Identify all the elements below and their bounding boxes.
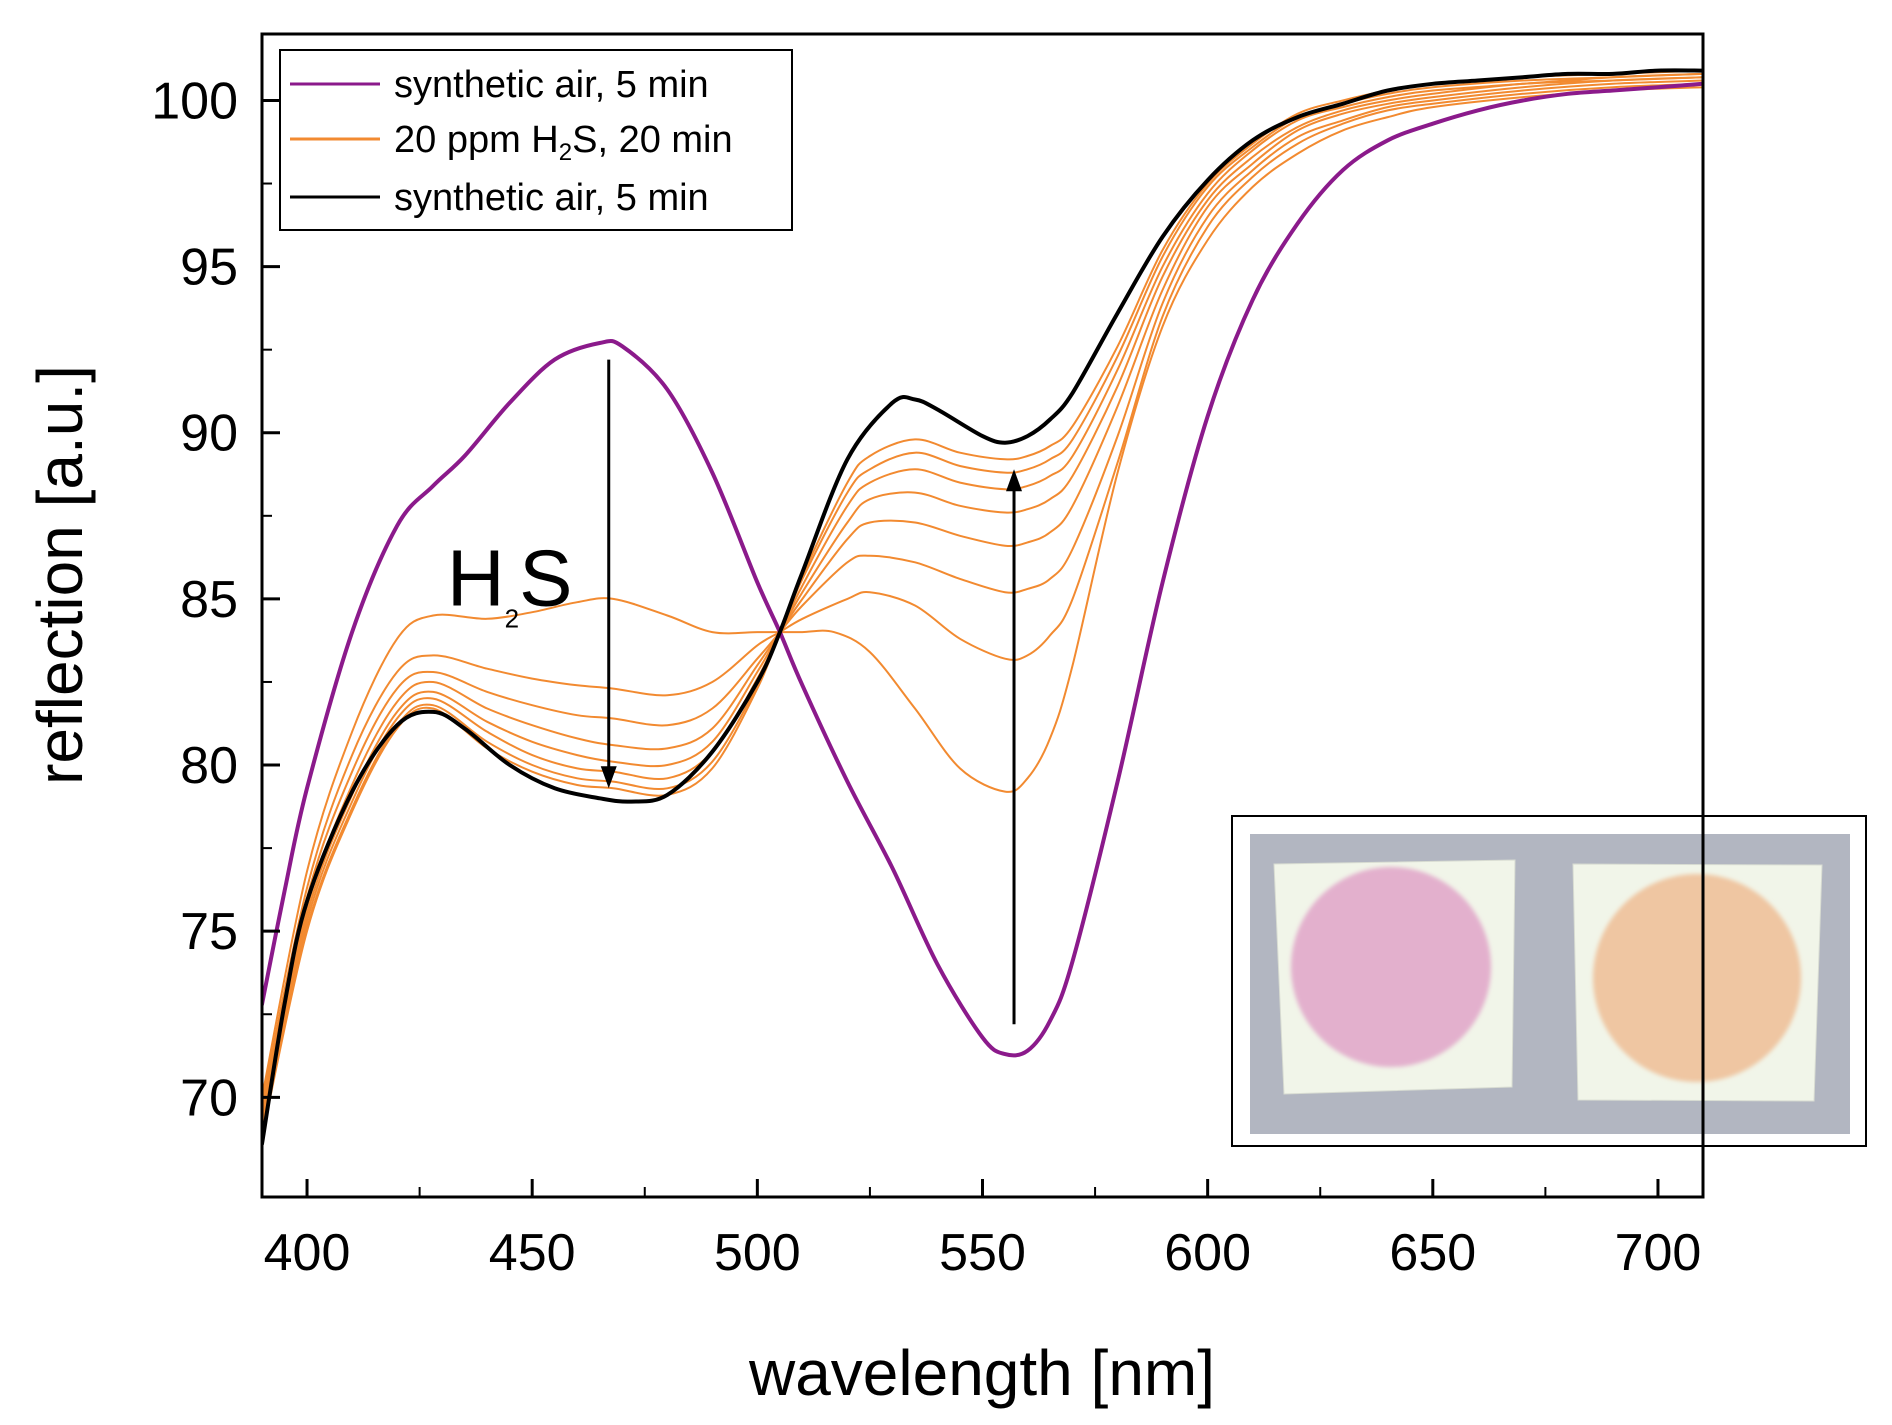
sensor-photo-inset [1231,815,1867,1147]
x-tick-label: 500 [714,1224,801,1282]
annotation-arrows [600,359,1023,1025]
x-tick-label: 600 [1164,1224,1251,1282]
y-tick-label: 70 [180,1069,238,1127]
series-line-9 [262,68,1703,1146]
series-line-2 [262,82,1703,1105]
legend-label-recovery-air: synthetic air, 5 min [394,177,709,219]
y-tick-label: 100 [151,72,238,130]
x-axis-title: wavelength [nm] [748,1337,1215,1409]
axis-ticks [262,98,1660,1197]
legend-label-h2s: 20 ppm H2S, 20 min [394,119,733,166]
arrow-head-up [1006,469,1023,492]
series-line-5 [262,76,1703,1125]
series-line-1 [262,86,1703,1099]
x-tick-label: 650 [1389,1224,1476,1282]
legend: synthetic air, 5 min 20 ppm H2S, 20 min … [279,49,793,231]
series-layer [262,68,1703,1146]
y-tick-label: 85 [180,571,238,629]
tick-labels: 400 450 500 550 600 650 700 70 75 80 85 90 95 100 [151,72,1701,1282]
series-line-3 [262,79,1703,1112]
y-tick-label: 90 [180,405,238,463]
arrow-head-down [600,766,617,789]
orange-sensor-patch [1572,863,1823,1102]
series-line-0 [262,81,1703,1058]
pink-sensor-patch [1273,859,1516,1095]
y-axis-title: reflection [a.u.] [24,365,96,785]
series-line-6 [262,72,1703,1132]
y-tick-label: 75 [180,903,238,961]
x-tick-label: 550 [939,1224,1026,1282]
series-line-4 [262,76,1703,1119]
x-tick-label: 400 [264,1224,351,1282]
y-tick-label: 80 [180,737,238,795]
h2s-annotation: H2S [447,534,573,634]
x-tick-label: 700 [1615,1224,1702,1282]
y-tick-label: 95 [180,239,238,297]
legend-label-initial-air: synthetic air, 5 min [394,64,709,106]
x-tick-label: 450 [489,1224,576,1282]
